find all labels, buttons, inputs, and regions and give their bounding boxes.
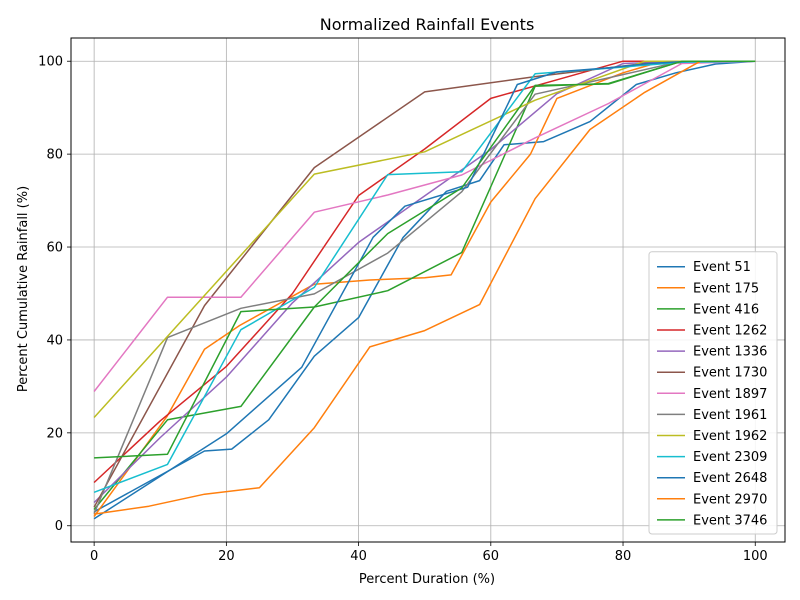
y-tick-label: 0 <box>55 519 63 534</box>
series-line-event-1961 <box>93 60 756 514</box>
y-tick-label: 20 <box>46 426 63 441</box>
legend-label: Event 1962 <box>693 429 767 444</box>
grid <box>71 38 785 542</box>
x-tick-label: 80 <box>615 549 632 564</box>
legend-label: Event 1961 <box>693 408 767 423</box>
y-tick-label: 60 <box>46 241 63 256</box>
legend-label: Event 2648 <box>693 471 767 486</box>
legend: Event 51 Event 175 Event 416 Event 1262 Even… <box>648 251 778 535</box>
legend-label: Event 2970 <box>693 492 767 507</box>
series-line-event-3746 <box>94 60 756 459</box>
series-line-event-1962 <box>93 60 756 419</box>
x-axis-title: Percent Duration (%) <box>359 572 495 587</box>
axis-ticks: 0 20 40 60 80 100 0 20 40 60 80 100 <box>38 55 767 564</box>
legend-label: Event 416 <box>693 302 759 317</box>
legend-label: Event 1897 <box>693 387 767 402</box>
legend-label: Event 3746 <box>693 513 767 528</box>
y-axis-title: Percent Cumulative Rainfall (%) <box>16 186 31 392</box>
series-line-event-2309 <box>93 60 756 494</box>
chart-title: Normalized Rainfall Events <box>320 15 535 34</box>
x-tick-label: 0 <box>90 549 98 564</box>
legend-box <box>648 251 778 535</box>
x-tick-label: 40 <box>350 549 367 564</box>
plot-frame <box>70 37 786 543</box>
y-tick-label: 100 <box>38 55 63 70</box>
legend-label: Event 175 <box>693 281 759 296</box>
series-line-event-2648 <box>93 60 756 520</box>
legend-label: Event 1730 <box>693 366 767 381</box>
legend-label: Event 1262 <box>693 324 767 339</box>
y-tick-label: 40 <box>46 333 63 348</box>
x-tick-label: 20 <box>218 549 235 564</box>
legend-label: Event 2309 <box>693 450 767 465</box>
x-tick-label: 100 <box>743 549 768 564</box>
series-line-event-2970 <box>93 60 756 515</box>
legend-label: Event 1336 <box>693 345 767 360</box>
x-tick-label: 60 <box>483 549 500 564</box>
series-line-event-1897 <box>93 60 756 392</box>
series-lines <box>93 60 756 520</box>
legend-label: Event 51 <box>693 260 751 275</box>
y-tick-label: 80 <box>46 148 63 163</box>
